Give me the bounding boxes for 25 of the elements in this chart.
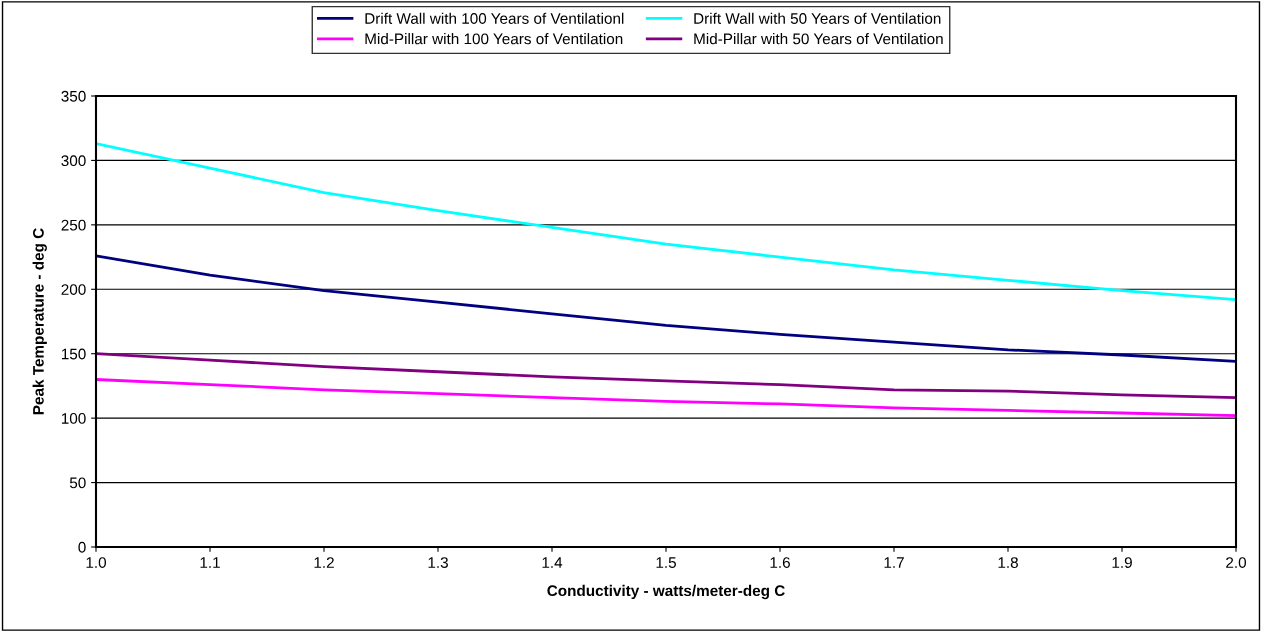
legend-label: Mid-Pillar with 100 Years of Ventilation	[365, 33, 623, 45]
y-axis-title: Peak Temperature - deg C	[32, 228, 47, 415]
x-tick-label: 1.7	[884, 557, 904, 568]
x-axis-title: Conductivity - watts/meter-deg C	[547, 584, 785, 600]
y-tick-label: 0	[78, 541, 86, 553]
x-tick-label: 1.1	[200, 557, 220, 568]
y-tick-label: 250	[61, 219, 86, 231]
x-tick-label: 1.3	[428, 557, 448, 568]
legend-label: Drift Wall with 50 Years of Ventilation	[694, 12, 941, 24]
y-tick-label: 300	[61, 155, 86, 167]
x-tick-label: 1.4	[542, 557, 563, 568]
y-tick-label: 100	[61, 413, 86, 424]
x-tick-label: 1.2	[314, 557, 334, 568]
x-tick-label: 1.0	[86, 557, 107, 568]
y-tick-label: 200	[61, 284, 86, 295]
y-tick-label: 50	[69, 477, 86, 489]
legend-label: Mid-Pillar with 50 Years of Ventilation	[694, 33, 943, 45]
y-tick-label: 350	[61, 90, 86, 102]
x-tick-label: 2.0	[1226, 557, 1247, 568]
x-tick-label: 1.9	[1112, 557, 1132, 568]
x-tick-label: 1.5	[656, 557, 676, 568]
y-tick-label: 150	[61, 348, 86, 360]
legend-label: Drift Wall with 100 Years of Ventilationl	[365, 12, 624, 24]
x-tick-label: 1.6	[770, 557, 790, 568]
x-tick-label: 1.8	[998, 557, 1018, 568]
